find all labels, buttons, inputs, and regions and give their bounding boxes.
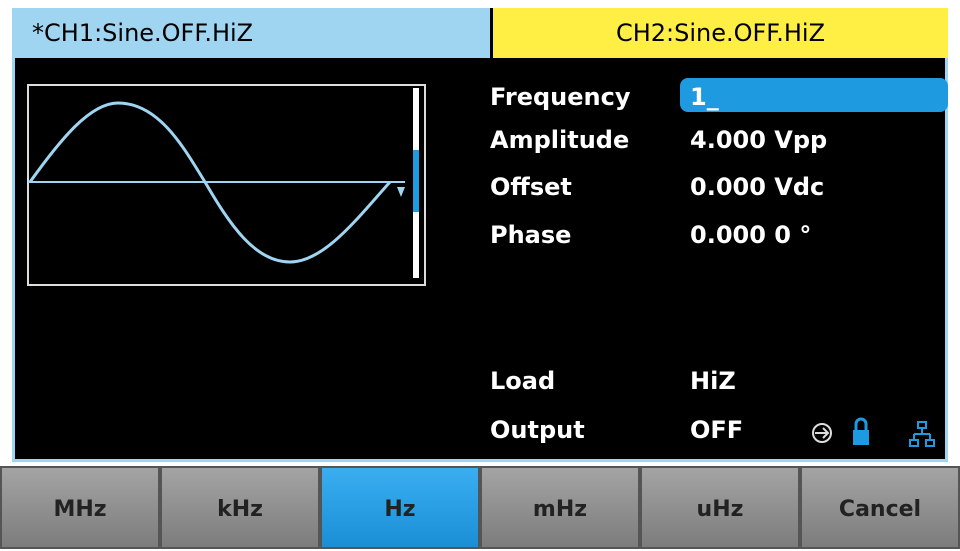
parameter-label: Phase [490, 221, 572, 249]
parameter-value: HiZ [690, 367, 736, 395]
input-field[interactable] [680, 78, 948, 112]
display-panel [12, 58, 948, 462]
channel-tab[interactable]: *CH1:Sine.OFF.HiZ [12, 8, 490, 58]
softkey[interactable]: mHz [480, 466, 640, 549]
parameter-label: Output [490, 416, 585, 444]
parameter-value[interactable]: 1_ [690, 83, 719, 111]
softkey[interactable]: Hz [320, 466, 480, 549]
channel-tab[interactable]: CH2:Sine.OFF.HiZ [490, 8, 948, 58]
softkey-bar: MHz kHz Hz mHz uHz Cancel [0, 466, 960, 549]
icon [815, 427, 830, 439]
icon [812, 423, 832, 443]
parameter-value: 4.000 Vpp [690, 126, 828, 154]
scroll-thumb [413, 150, 419, 212]
lock-icon [853, 430, 869, 445]
softkey[interactable]: kHz [160, 466, 320, 549]
waveform-frame [27, 84, 426, 286]
sine-wave [28, 101, 392, 264]
lock-icon [854, 417, 868, 430]
trigger-marker [397, 187, 405, 197]
softkey[interactable]: MHz [0, 466, 160, 549]
waveform-view [27, 84, 935, 447]
parameter-label: Amplitude [490, 126, 630, 154]
parameter-value: OFF [690, 416, 744, 444]
parameter-label: Offset [490, 173, 572, 201]
parameter-value: 0.000 Vdc [690, 173, 825, 201]
softkey[interactable]: uHz [640, 466, 800, 549]
parameter-label: Load [490, 367, 556, 395]
softkey[interactable]: Cancel [800, 466, 960, 549]
parameter-label: Frequency [490, 83, 631, 111]
network-icon [909, 421, 935, 447]
parameter-value: 0.000 0 ° [690, 221, 812, 249]
